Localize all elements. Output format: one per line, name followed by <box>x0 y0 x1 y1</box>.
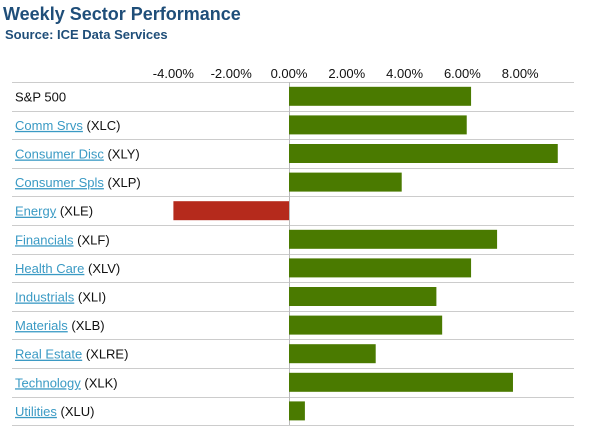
sector-link[interactable]: Real Estate <box>15 347 82 362</box>
category-label[interactable]: Consumer Spls (XLP) <box>15 175 141 190</box>
category-label[interactable]: Real Estate (XLRE) <box>15 347 128 362</box>
ticker-symbol: (XLF) <box>74 232 110 247</box>
ticker-symbol: (XLU) <box>57 404 95 419</box>
x-tick-label: -2.00% <box>211 66 253 81</box>
ticker-symbol: (XLK) <box>81 375 118 390</box>
chart-source: Source: ICE Data Services <box>5 27 168 42</box>
x-tick-label: -4.00% <box>153 66 195 81</box>
sector-link[interactable]: Financials <box>15 232 74 247</box>
category-label[interactable]: Comm Srvs (XLC) <box>15 118 120 133</box>
ticker-symbol: (XLRE) <box>82 347 128 362</box>
chart-title: Weekly Sector Performance <box>3 4 241 24</box>
bar-consumer-spls <box>289 172 402 192</box>
sector-link[interactable]: Materials <box>15 318 68 333</box>
ticker-symbol: (XLI) <box>74 290 106 305</box>
x-tick-label: 8.00% <box>502 66 539 81</box>
bar-energy <box>173 201 289 221</box>
sector-link[interactable]: Energy <box>15 204 57 219</box>
sector-link[interactable]: Consumer Spls <box>15 175 104 190</box>
bar-s-p-500 <box>289 86 472 106</box>
category-label[interactable]: Financials (XLF) <box>15 232 110 247</box>
sector-link[interactable]: Utilities <box>15 404 57 419</box>
ticker-symbol: (XLP) <box>104 175 141 190</box>
bar-comm-srvs <box>289 115 467 135</box>
category-label[interactable]: Utilities (XLU) <box>15 404 94 419</box>
bar-technology <box>289 372 513 392</box>
category-label: S&P 500 <box>15 89 66 104</box>
sector-link[interactable]: Technology <box>15 375 81 390</box>
ticker-symbol: (XLY) <box>104 147 140 162</box>
sector-link[interactable]: Health Care <box>15 261 84 276</box>
category-label[interactable]: Consumer Disc (XLY) <box>15 147 140 162</box>
bar-utilities <box>289 401 305 421</box>
bar-real-estate <box>289 344 376 364</box>
category-label[interactable]: Health Care (XLV) <box>15 261 120 276</box>
bar-industrials <box>289 287 437 306</box>
bar-consumer-disc <box>289 144 558 163</box>
bar-materials <box>289 315 443 335</box>
sector-link[interactable]: Industrials <box>15 290 75 305</box>
x-tick-label: 4.00% <box>386 66 423 81</box>
category-label[interactable]: Industrials (XLI) <box>15 290 106 305</box>
x-tick-label: 0.00% <box>271 66 308 81</box>
sector-link[interactable]: Consumer Disc <box>15 147 104 162</box>
ticker-symbol: (XLE) <box>56 204 93 219</box>
ticker-symbol: (XLB) <box>68 318 105 333</box>
bar-financials <box>289 229 498 249</box>
bar-health-care <box>289 258 472 278</box>
sector-link[interactable]: Comm Srvs <box>15 118 83 133</box>
ticker-symbol: (XLV) <box>84 261 120 276</box>
ticker-symbol: (XLC) <box>83 118 121 133</box>
category-label[interactable]: Materials (XLB) <box>15 318 105 333</box>
category-label[interactable]: Energy (XLE) <box>15 204 93 219</box>
x-tick-label: 6.00% <box>444 66 481 81</box>
x-tick-label: 2.00% <box>328 66 365 81</box>
index-name: S&P 500 <box>15 89 66 104</box>
category-label[interactable]: Technology (XLK) <box>15 375 118 390</box>
